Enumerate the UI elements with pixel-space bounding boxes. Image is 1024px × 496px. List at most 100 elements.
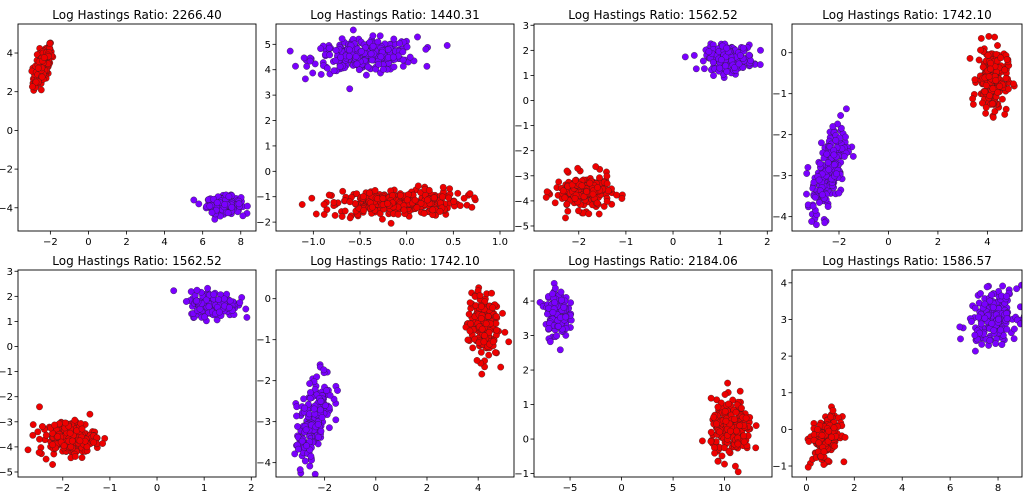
x-tick-label: 0 bbox=[373, 483, 379, 494]
red-point bbox=[489, 338, 497, 346]
red-point bbox=[710, 413, 718, 421]
red-point bbox=[989, 85, 997, 92]
red-point bbox=[35, 449, 43, 456]
x-tick-label: 10 bbox=[718, 483, 731, 494]
red-point bbox=[752, 444, 760, 452]
y-tick-label: 2 bbox=[7, 292, 13, 303]
purple-point bbox=[239, 212, 247, 220]
purple-point bbox=[811, 194, 819, 201]
purple-point bbox=[829, 123, 837, 130]
y-tick-label: −1 bbox=[514, 121, 529, 132]
red-point bbox=[828, 433, 835, 441]
purple-point bbox=[296, 466, 304, 473]
red-point bbox=[1001, 66, 1009, 74]
purple-point bbox=[989, 304, 997, 311]
y-tick-label: 3 bbox=[781, 315, 787, 326]
red-point bbox=[436, 208, 444, 215]
y-tick-label: 4 bbox=[523, 297, 529, 308]
y-tick-label: −3 bbox=[772, 171, 787, 182]
purple-point bbox=[226, 304, 233, 311]
purple-point bbox=[242, 305, 250, 313]
x-tick-label: 2 bbox=[851, 483, 857, 494]
purple-point bbox=[317, 406, 324, 414]
red-point bbox=[67, 443, 75, 451]
red-point bbox=[466, 327, 474, 335]
x-tick-label: −1 bbox=[619, 237, 634, 248]
panel-title: Log Hastings Ratio: 2266.40 bbox=[52, 8, 222, 22]
red-point bbox=[564, 207, 572, 215]
purple-point bbox=[306, 380, 313, 387]
purple-point bbox=[309, 69, 317, 77]
red-point bbox=[721, 391, 729, 398]
red-point bbox=[711, 449, 718, 457]
purple-point bbox=[990, 327, 998, 334]
red-point bbox=[975, 56, 983, 64]
y-tick-label: 2 bbox=[523, 366, 529, 377]
red-point bbox=[384, 200, 391, 207]
red-point bbox=[308, 194, 316, 202]
y-tick-label: 3 bbox=[523, 21, 529, 32]
red-point bbox=[298, 201, 306, 208]
y-tick-label: 4 bbox=[781, 278, 787, 289]
y-tick-label: −4 bbox=[514, 196, 529, 207]
purple-point bbox=[723, 44, 731, 52]
red-point bbox=[86, 410, 94, 418]
purple-point bbox=[823, 150, 831, 158]
purple-point bbox=[821, 219, 829, 227]
red-point bbox=[982, 82, 990, 89]
red-point bbox=[353, 190, 361, 198]
red-point bbox=[720, 444, 728, 452]
red-point bbox=[36, 435, 43, 443]
red-point bbox=[477, 348, 485, 356]
red-point bbox=[360, 207, 368, 214]
purple-point bbox=[816, 160, 824, 168]
red-point bbox=[814, 426, 821, 433]
y-tick-label: 4 bbox=[7, 49, 13, 60]
y-tick-label: −4 bbox=[0, 442, 13, 453]
purple-point bbox=[957, 335, 964, 343]
red-point bbox=[359, 193, 367, 200]
x-tick-label: 8 bbox=[995, 483, 1001, 494]
purple-point bbox=[307, 452, 315, 460]
purple-point bbox=[336, 63, 344, 70]
purple-point bbox=[298, 437, 306, 445]
y-tick-label: 3 bbox=[523, 331, 529, 342]
x-tick-label: −1 bbox=[103, 483, 118, 494]
purple-point bbox=[306, 57, 314, 65]
x-tick-label: 5 bbox=[670, 483, 676, 494]
red-point bbox=[397, 192, 404, 199]
purple-point bbox=[220, 295, 228, 303]
red-point bbox=[977, 46, 984, 54]
red-point bbox=[37, 86, 45, 94]
y-tick-label: −5 bbox=[0, 467, 13, 478]
purple-point bbox=[221, 201, 229, 208]
red-point bbox=[996, 82, 1004, 90]
purple-point bbox=[849, 153, 857, 160]
purple-point bbox=[988, 320, 996, 327]
red-point bbox=[1003, 56, 1011, 63]
purple-point bbox=[835, 189, 843, 197]
red-point bbox=[484, 313, 492, 320]
y-tick-label: −1 bbox=[772, 89, 787, 100]
red-point bbox=[732, 462, 739, 470]
purple-point bbox=[819, 191, 826, 199]
panel-title: Log Hastings Ratio: 2184.06 bbox=[568, 254, 738, 268]
red-point bbox=[830, 424, 838, 432]
scatter-panel: Log Hastings Ratio: 1742.10 −2 0 2 4 −4 −3 −2 −1… bbox=[772, 8, 1023, 248]
red-point bbox=[820, 448, 828, 456]
red-point bbox=[603, 180, 611, 187]
purple-point bbox=[557, 288, 565, 296]
purple-point bbox=[326, 424, 333, 432]
purple-point bbox=[355, 66, 363, 74]
x-tick-label: 0.5 bbox=[445, 237, 461, 248]
purple-point bbox=[1003, 292, 1010, 300]
purple-point bbox=[326, 391, 334, 399]
red-point bbox=[379, 195, 387, 202]
red-point bbox=[450, 198, 458, 205]
red-point bbox=[497, 363, 505, 371]
y-tick-label: 1 bbox=[265, 141, 271, 152]
purple-point bbox=[986, 297, 994, 305]
y-tick-label: 4 bbox=[265, 65, 271, 76]
purple-point bbox=[803, 190, 810, 198]
points-layer bbox=[542, 40, 764, 222]
